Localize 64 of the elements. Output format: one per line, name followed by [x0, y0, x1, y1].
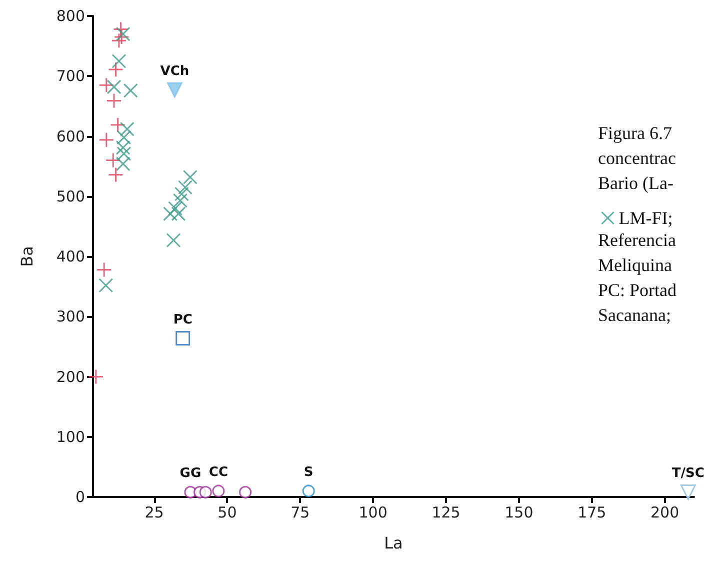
- point: [168, 201, 183, 216]
- x-tick-label: 75: [290, 504, 310, 522]
- point: [110, 117, 126, 133]
- annotation: CC: [208, 464, 228, 480]
- point: [106, 93, 122, 109]
- point: [98, 77, 114, 93]
- point: [212, 484, 225, 498]
- y-tick-label: 500: [56, 187, 85, 206]
- point: [106, 80, 122, 94]
- legend-label: LM-FI;: [618, 208, 673, 228]
- point: [108, 166, 124, 182]
- x-tick-label: 200: [650, 504, 680, 522]
- annotation: PC: Portad: [598, 280, 677, 300]
- point: [96, 262, 112, 278]
- y-tick-label: 600: [56, 127, 85, 146]
- annotation: PC: [173, 312, 192, 328]
- y-tick-label: 200: [56, 368, 85, 386]
- x-tick-label: 175: [578, 504, 606, 522]
- point: [166, 233, 181, 248]
- point: [166, 82, 182, 98]
- point: [123, 83, 138, 98]
- point: [120, 122, 134, 136]
- point: [112, 54, 126, 68]
- annotation: Sacanana;: [598, 305, 671, 325]
- annotation: Meliquina: [598, 255, 672, 275]
- x-tick-label: 25: [144, 504, 164, 522]
- y-tick-label: 100: [56, 428, 85, 446]
- point: [302, 484, 315, 498]
- point: [114, 29, 130, 45]
- point: [88, 369, 104, 384]
- point: [178, 180, 192, 195]
- point: [111, 32, 127, 48]
- x-axis-title: La: [384, 534, 403, 552]
- x-tick-label: 125: [432, 504, 460, 522]
- point: [680, 484, 696, 500]
- x-tick-label: 150: [504, 504, 534, 522]
- point: [176, 331, 190, 346]
- y-tick-label: 800: [56, 7, 85, 25]
- annotation: Bario (La-: [598, 173, 674, 193]
- point: [239, 486, 252, 498]
- point: [98, 132, 114, 148]
- y-axis-title: Ba: [18, 246, 36, 267]
- annotation: Figura 6.7: [598, 123, 672, 143]
- y-tick-label: 700: [56, 67, 85, 86]
- point: [199, 486, 212, 498]
- x-tick-label: 100: [358, 504, 388, 522]
- annotation: GG: [180, 466, 202, 482]
- annotation: VCh: [160, 64, 190, 79]
- point: [182, 170, 198, 184]
- point: [116, 26, 130, 42]
- y-tick-label: 400: [56, 248, 85, 266]
- x-tick-label: 50: [218, 504, 237, 522]
- annotation: concentrac: [598, 148, 676, 168]
- annotation: Referencia: [598, 230, 676, 250]
- y-tick-label: 300: [56, 308, 85, 326]
- point: [174, 186, 189, 202]
- point: [105, 152, 121, 168]
- point: [112, 21, 128, 37]
- annotation: T/SC: [672, 466, 704, 482]
- annotation: S: [304, 464, 314, 480]
- point: [98, 278, 114, 293]
- y-tick-label: 0: [75, 488, 85, 506]
- point: [163, 206, 178, 222]
- point: [108, 62, 124, 78]
